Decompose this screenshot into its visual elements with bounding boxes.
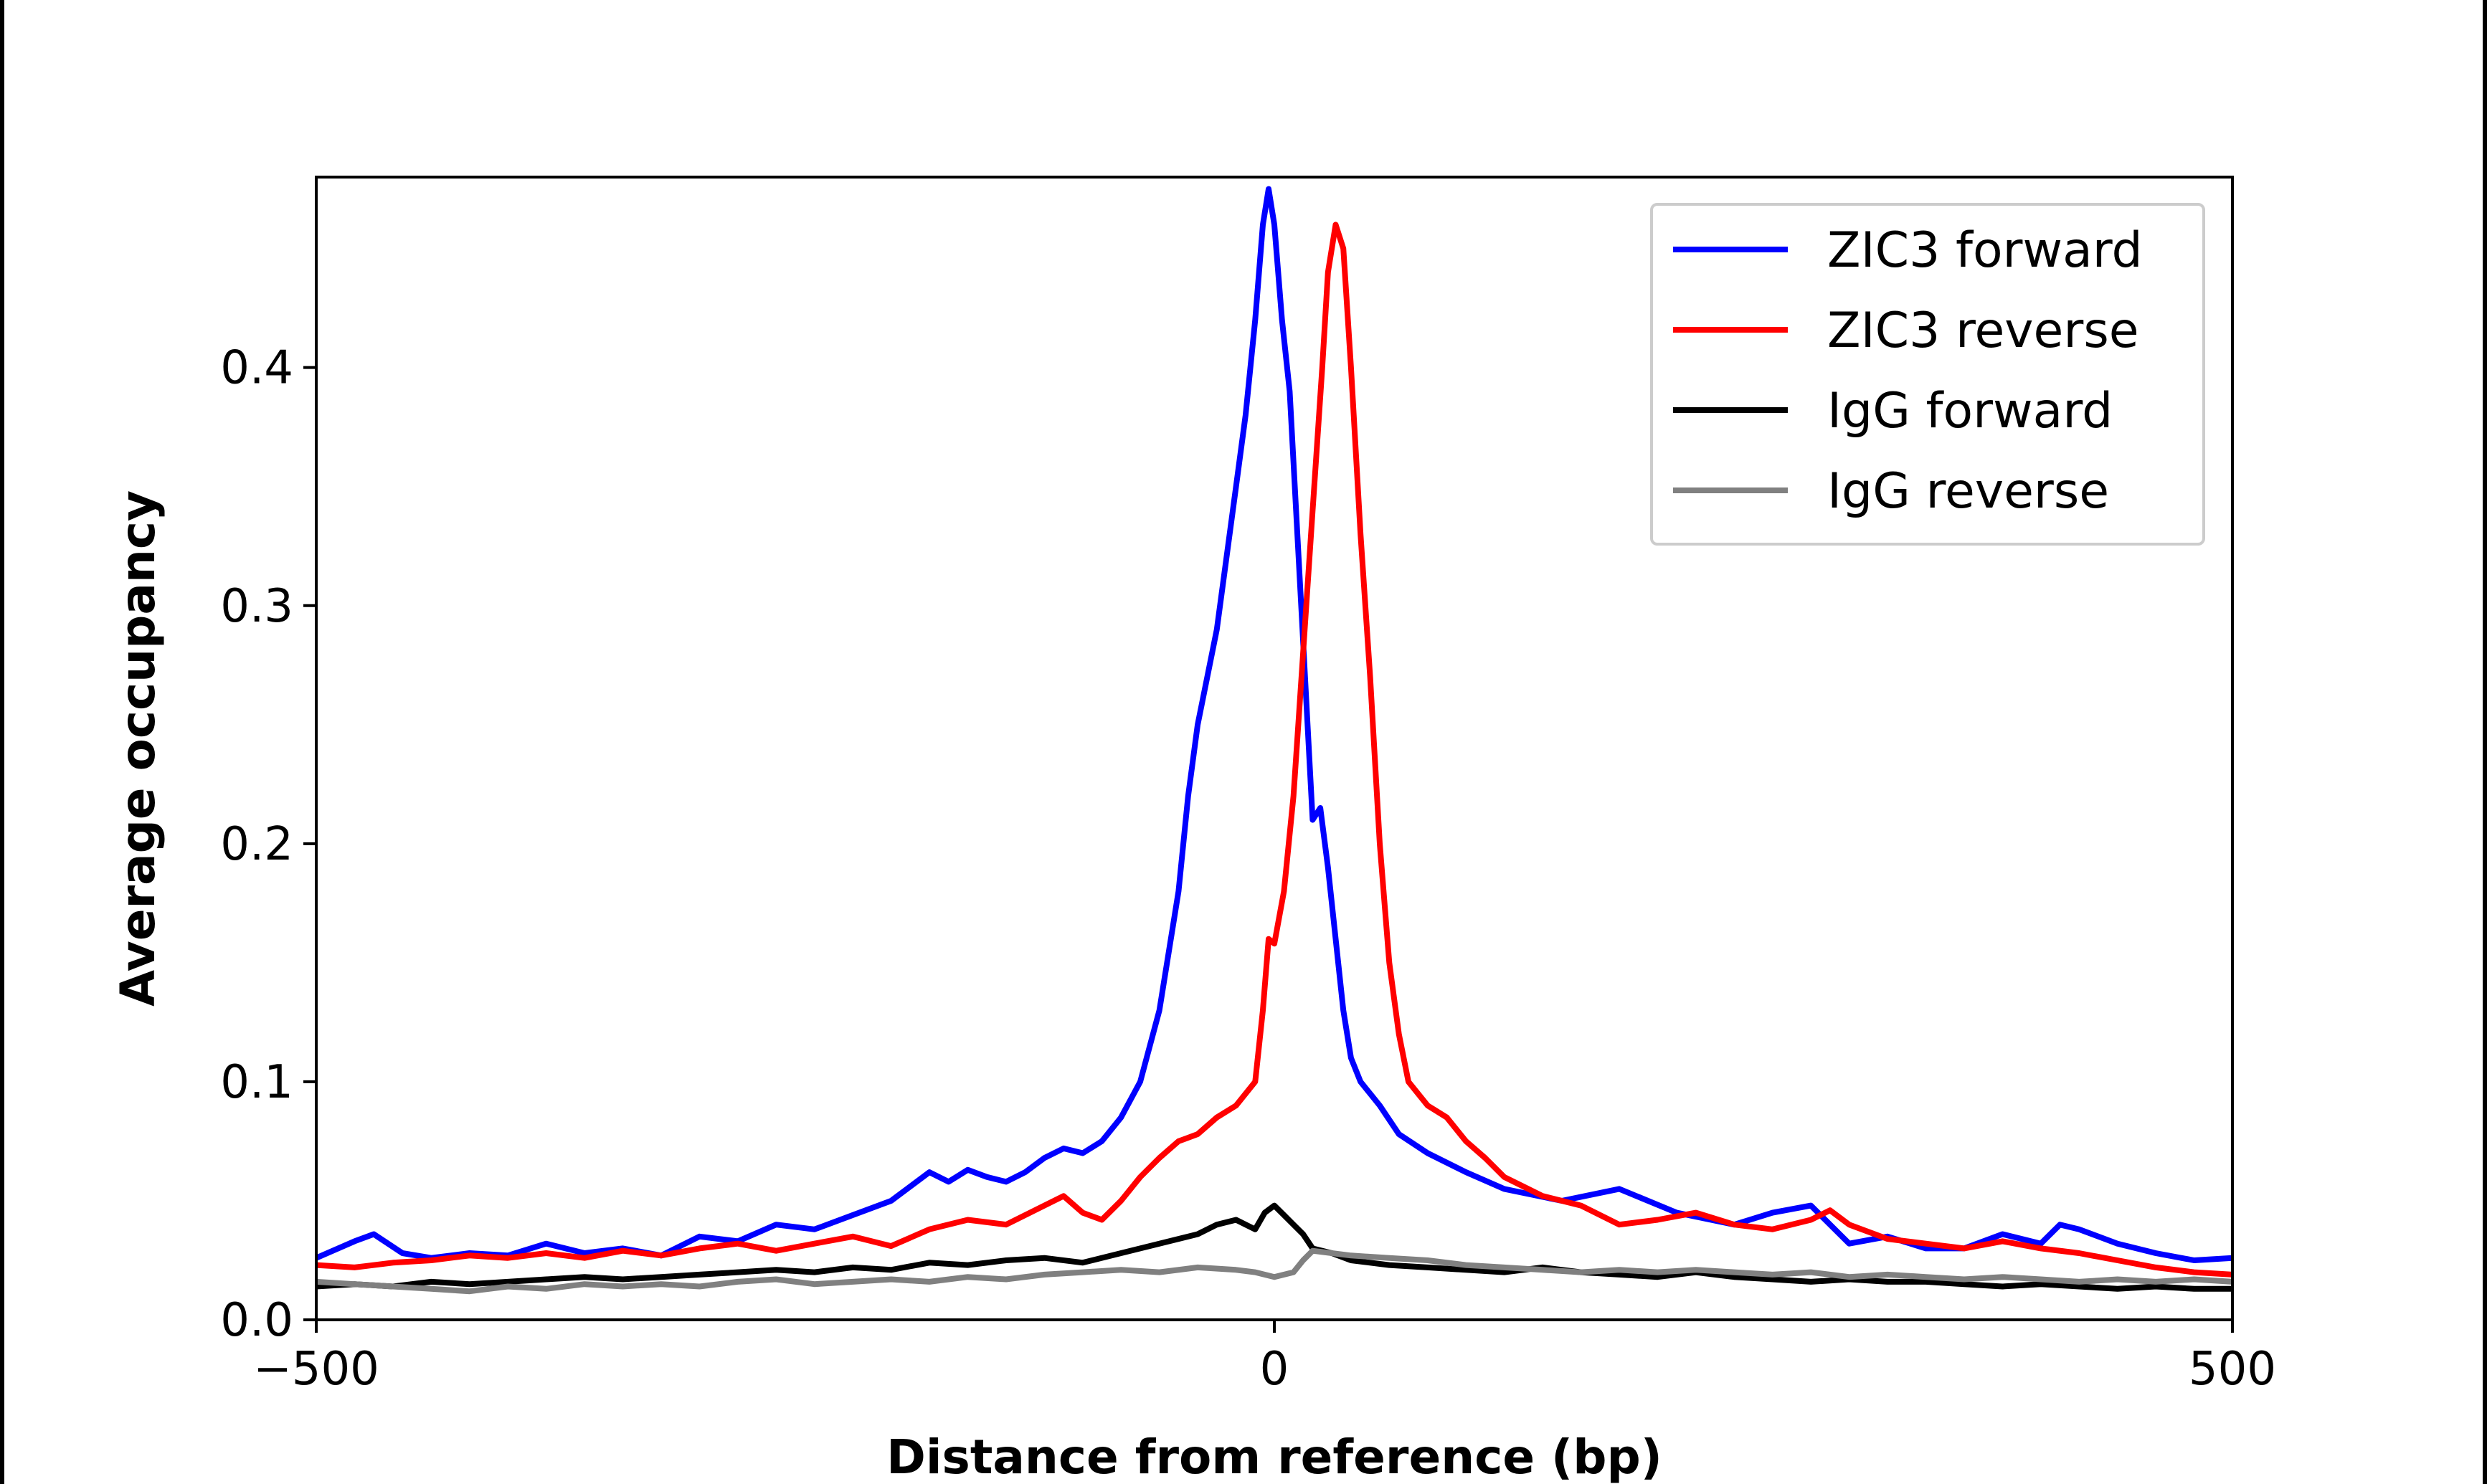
y-axis-ticks: 0.0 0.1 0.2 0.3 0.4: [220, 342, 316, 1347]
legend-label: IgG reverse: [1827, 463, 2109, 520]
y-tick-label: 0.4: [220, 342, 293, 395]
x-tick-label: 0: [1260, 1343, 1289, 1396]
x-axis-title: Distance from reference (bp): [886, 1430, 1662, 1484]
series-line-2: [316, 1202, 2232, 1292]
x-tick-label: −500: [253, 1343, 379, 1396]
series-line-0: [315, 186, 2233, 1263]
frame-border-right: [2483, 0, 2487, 1484]
y-axis-title: Average occupancy: [110, 490, 166, 1007]
y-tick-label: 0.2: [220, 818, 293, 871]
legend-label: IgG forward: [1827, 383, 2113, 439]
legend-label: ZIC3 forward: [1827, 222, 2143, 279]
x-axis-ticks: −500 0 500: [253, 1320, 2276, 1396]
y-tick-label: 0.1: [220, 1056, 293, 1109]
legend-label: ZIC3 reverse: [1827, 303, 2139, 359]
legend: ZIC3 forward ZIC3 reverse IgG forward IgG r…: [1650, 203, 2205, 546]
x-tick-label: 500: [2189, 1343, 2276, 1396]
y-tick-label: 0.0: [220, 1294, 293, 1347]
frame-border-left: [0, 0, 4, 1484]
series-line-3: [316, 1247, 2233, 1295]
legend-box: [1650, 203, 2205, 546]
y-tick-label: 0.3: [220, 580, 293, 633]
series-line-1: [316, 222, 2233, 1278]
series-layer: [315, 186, 2233, 1295]
